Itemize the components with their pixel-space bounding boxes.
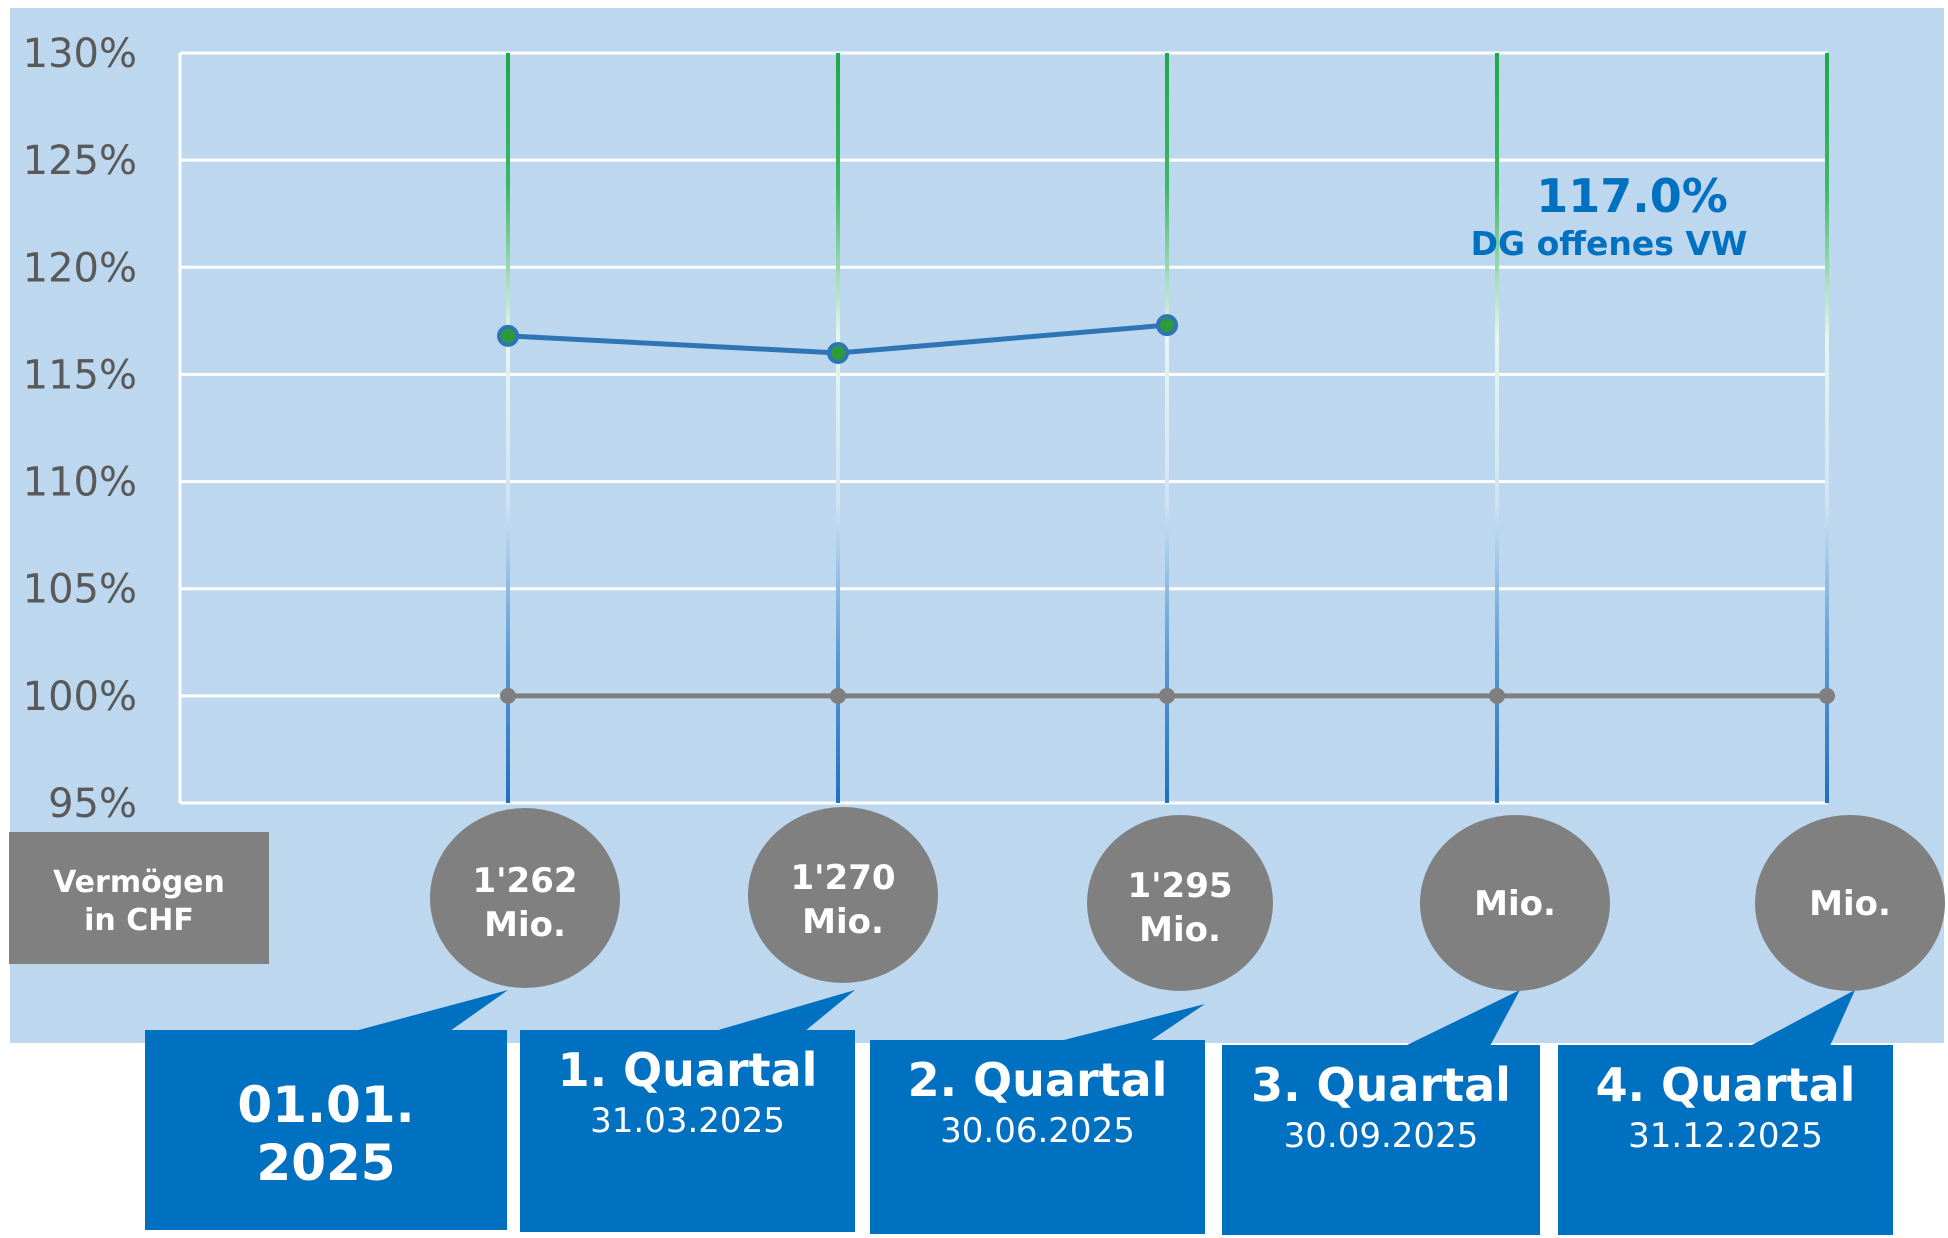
asset-unit: Mio. <box>1809 884 1891 924</box>
period-date: 30.06.2025 <box>940 1111 1135 1151</box>
asset-unit: Mio. <box>1474 884 1556 924</box>
period-title: 4. Quartal <box>1596 1058 1856 1112</box>
period-line <box>1165 53 1169 803</box>
y-tick-label: 115% <box>23 352 137 398</box>
asset-bubble-shape <box>1420 815 1610 991</box>
asset-row-label: Vermögen in CHF <box>9 832 269 964</box>
period-callout-box <box>145 1030 507 1230</box>
coverage-ratio-point <box>827 342 849 364</box>
y-tick-label: 130% <box>23 31 137 77</box>
asset-row-label-box <box>9 832 269 964</box>
period-title: 1. Quartal <box>558 1043 818 1097</box>
asset-row-label-line1: Vermögen <box>53 865 225 900</box>
y-axis-ticks: 130% 125% 120% 115% 110% 105% 100% 95% <box>23 31 137 827</box>
asset-row-label-line2: in CHF <box>84 903 194 938</box>
reference-point <box>500 687 516 704</box>
reference-point <box>1489 687 1505 704</box>
asset-bubble-shape <box>1087 815 1273 991</box>
period-callout-pointer <box>715 990 855 1031</box>
asset-bubble: Mio. <box>1755 815 1945 991</box>
period-callout-pointer <box>355 990 508 1031</box>
period-line <box>1495 53 1499 803</box>
asset-value: 1'295 <box>1127 866 1232 906</box>
period-callout-box <box>870 1040 1205 1234</box>
asset-value: 1'270 <box>790 858 895 898</box>
period-callout-box <box>520 1030 855 1232</box>
y-tick-label: 125% <box>23 138 137 184</box>
asset-bubble-shape <box>430 808 620 988</box>
period-date: 31.03.2025 <box>590 1101 785 1141</box>
period-line <box>1825 53 1829 803</box>
y-tick-label: 95% <box>48 781 137 827</box>
period-title: 2. Quartal <box>908 1053 1168 1107</box>
reference-point <box>1159 687 1175 704</box>
period-callout: 01.01.2025 <box>145 990 508 1230</box>
period-date: 31.12.2025 <box>1628 1116 1823 1156</box>
period-callout-pointer <box>1405 990 1520 1046</box>
asset-value: 1'262 <box>472 861 577 901</box>
series <box>497 314 1835 704</box>
coverage-ratio-point <box>1156 314 1178 337</box>
coverage-ratio-point <box>497 324 519 347</box>
annotation-label: DG offenes VW <box>1471 224 1748 263</box>
current-value-annotation: 117.0% DG offenes VW <box>1471 169 1748 263</box>
period-date: 30.09.2025 <box>1284 1116 1479 1156</box>
y-tick-label: 110% <box>23 460 137 506</box>
period-callout-pointer <box>1060 1004 1205 1041</box>
y-tick-label: 105% <box>23 567 137 613</box>
period-line <box>506 53 510 803</box>
asset-unit: Mio. <box>1139 910 1221 950</box>
period-lines <box>506 53 1829 803</box>
period-callout-box <box>1222 1045 1540 1235</box>
asset-bubble-shape <box>1755 815 1945 991</box>
y-tick-label: 100% <box>23 674 137 720</box>
annotation-value: 117.0% <box>1536 169 1728 223</box>
period-callout-pointer <box>1750 990 1855 1046</box>
reference-point <box>830 687 846 704</box>
asset-bubble: Mio. <box>1420 815 1610 991</box>
period-line <box>836 53 840 803</box>
asset-bubble-shape <box>748 807 938 983</box>
period-title: 01.01. <box>237 1076 414 1134</box>
gridlines <box>178 51 1828 805</box>
reference-point <box>1819 687 1835 704</box>
asset-unit: Mio. <box>802 902 884 942</box>
plot-background <box>10 8 1944 1043</box>
period-callout-box <box>1558 1045 1893 1235</box>
period-date: 2025 <box>256 1134 395 1192</box>
asset-unit: Mio. <box>484 905 566 945</box>
y-tick-label: 120% <box>23 245 137 291</box>
period-title: 3. Quartal <box>1251 1058 1511 1112</box>
